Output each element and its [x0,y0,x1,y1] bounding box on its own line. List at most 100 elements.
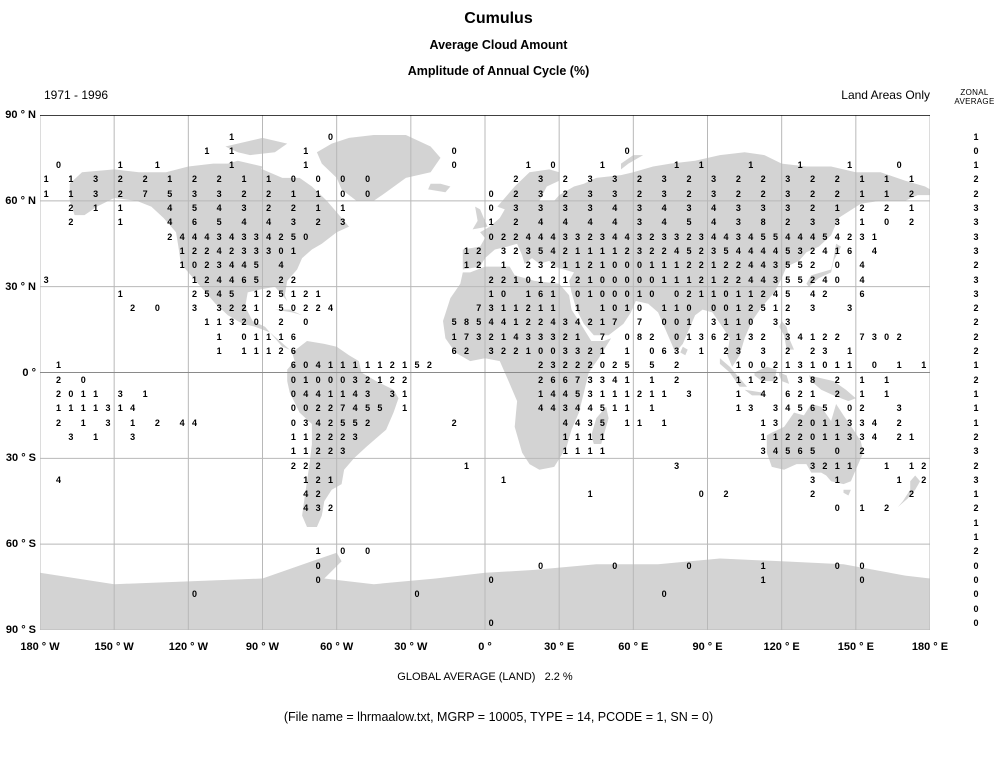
grid-value: 3 [191,188,198,199]
grid-value: 1 [117,160,123,171]
grid-value: 0 [451,160,457,171]
grid-value: 3 [711,174,717,185]
grid-value: 1 [834,245,840,256]
grid-value: 7 [142,188,148,199]
grid-value: 0 [674,317,680,328]
grid-value: 3 [711,317,717,328]
grid-value: 4 [303,489,309,500]
grid-value: 1 [599,431,605,442]
grid-value: 3 [834,217,840,228]
grid-value: 1 [587,274,593,285]
grid-value: 1 [810,331,816,342]
grid-value: 2 [859,446,865,457]
chart-subtitle: Average Cloud Amount [429,38,568,52]
grid-value: 2 [636,188,643,199]
grid-value: 2 [513,231,519,242]
grid-value: 4 [612,374,618,385]
grid-value: 3 [93,174,99,185]
grid-value: 1 [599,389,605,399]
grid-value: 2 [859,403,865,414]
grid-value: 0 [538,346,544,356]
grid-value: 3 [216,303,222,314]
grid-value: 5 [191,203,198,213]
zonal-header-line2: AVERAGE [954,97,995,106]
grid-value: 1 [93,203,99,213]
grid-value: 0 [859,560,865,571]
grid-value: 1 [711,260,717,271]
grid-value: 1 [735,331,741,342]
grid-value: 4 [550,403,556,414]
grid-value: 5 [352,417,358,428]
grid-value: 3 [303,417,309,428]
grid-value: 1 [500,303,507,314]
grid-value: 3 [525,331,531,342]
grid-value: 1 [167,174,173,185]
grid-value: 3 [253,231,259,242]
grid-value: 0 [340,174,346,185]
grid-value: 1 [859,217,865,228]
grid-value: 0 [760,360,766,371]
zonal-average-value: 0 [973,589,979,600]
zonal-average-value: 2 [973,331,979,342]
grid-value: 1 [303,474,309,485]
grid-value: 2 [908,217,915,228]
grid-value: 3 [661,188,667,199]
lon-tick-label: 90 ° E [692,641,723,653]
grid-value: 5 [797,403,803,414]
grid-value: 0 [303,360,309,371]
grid-value: 1 [896,474,902,485]
zonal-average-value: 1 [973,360,979,371]
lon-tick-label: 120 ° W [168,641,208,653]
grid-value: 4 [587,403,593,414]
grid-value: 3 [587,174,593,185]
grid-value: 2 [513,188,519,199]
grid-value: 2 [513,217,519,228]
grid-value: 2 [365,374,371,385]
grid-value: 6 [711,331,717,342]
grid-value: 3 [105,417,111,428]
grid-value: 3 [735,346,741,356]
grid-value: 1 [649,403,655,414]
grid-value: 2 [636,174,643,185]
grid-value: 4 [266,217,272,228]
coverage-label: Land Areas Only [841,88,930,102]
grid-value: 2 [204,274,210,285]
grid-value: 4 [179,231,185,242]
grid-value: 5 [451,317,457,328]
grid-value: 3 [748,331,754,342]
grid-value: 3 [785,174,791,185]
grid-value: 2 [810,346,816,356]
grid-value: 8 [760,217,766,228]
zonal-average-value: 2 [973,460,979,471]
grid-value: 0 [624,274,630,285]
grid-value: 2 [562,331,568,342]
grid-value: 4 [834,231,840,242]
grid-value: 1 [847,160,853,171]
grid-value: 5 [599,403,605,414]
grid-value: 3 [698,331,704,342]
grid-value: 0 [451,145,457,156]
grid-value: 2 [142,174,148,185]
grid-value: 2 [68,217,74,228]
grid-value: 3 [772,403,779,414]
grid-value: 1 [117,403,123,414]
grid-value: 1 [550,303,556,314]
grid-value: 3 [859,417,865,428]
grid-value: 2 [822,288,828,299]
grid-value: 2 [340,431,346,442]
grid-value: 0 [686,303,692,314]
grid-value: 2 [587,346,593,356]
grid-value: 1 [500,260,507,271]
grid-value: 2 [908,489,915,500]
lat-tick-label: 0 ° [22,366,36,379]
grid-value: 4 [871,417,877,428]
grid-value: 3 [216,188,222,199]
grid-value: 3 [538,188,544,199]
zonal-average-value: 2 [973,174,979,185]
grid-value: 2 [760,374,766,385]
grid-value: 2 [810,489,816,500]
grid-value: 1 [599,245,605,256]
grid-value: 0 [612,303,618,314]
grid-value: 2 [191,288,198,299]
period-label: 1971 - 1996 [44,88,109,102]
